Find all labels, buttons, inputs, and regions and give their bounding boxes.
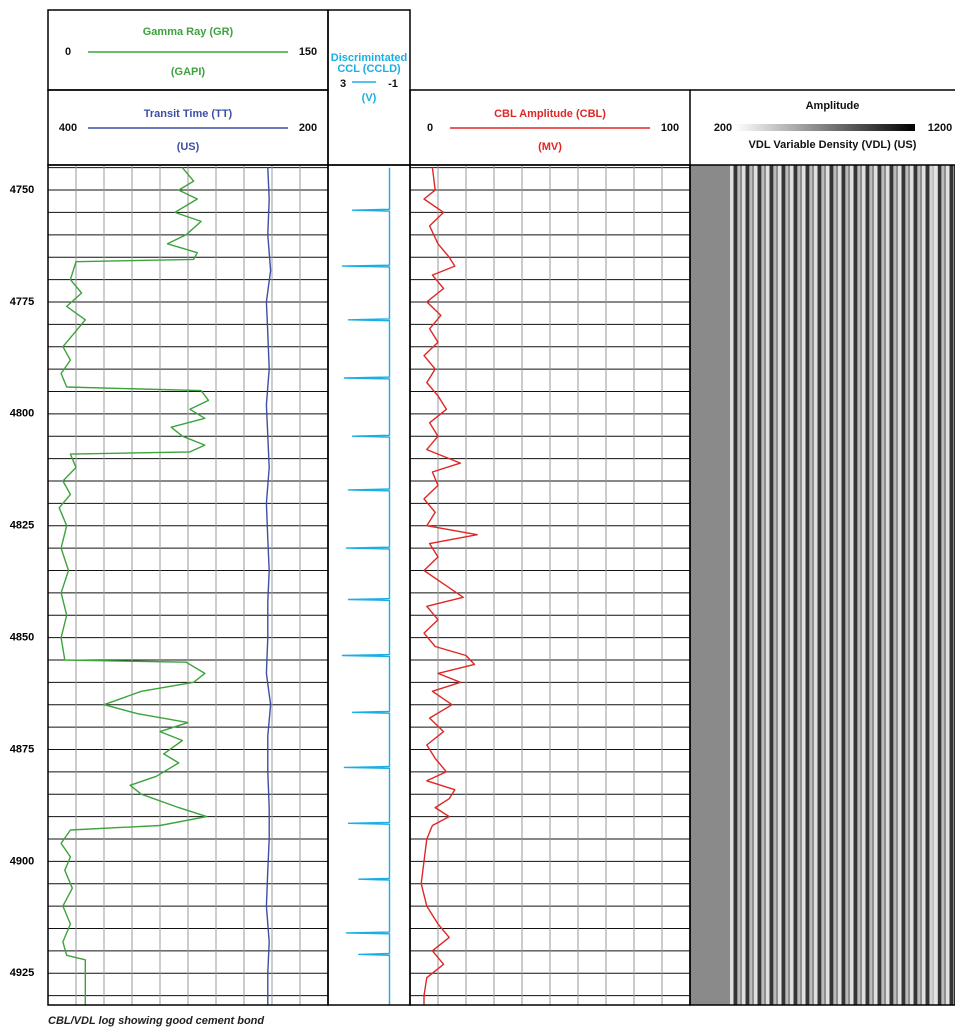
curve-unit: (US) [177, 141, 200, 153]
colorbar-tick-label: 1200 [928, 122, 952, 134]
curve-name: CBL Amplitude (CBL) [494, 108, 606, 120]
curve-unit: (V) [362, 92, 377, 104]
log-curve [342, 168, 389, 1005]
depth-label: 4775 [10, 296, 34, 308]
vdl-band [930, 165, 938, 1005]
curve-scale-label: -1 [388, 78, 398, 90]
curve-scale-label: 100 [661, 122, 679, 134]
well-log: 4750 4775 4800 4825 4850 4875 4900 4925 Gamma Ra… [0, 0, 955, 1030]
depth-label: 4875 [10, 743, 34, 755]
caption: CBL/VDL log showing good cement bond [48, 1015, 264, 1027]
header-box [48, 10, 328, 90]
curve-scale-label: 200 [299, 122, 317, 134]
curve-scale-label: 0 [427, 122, 433, 134]
depth-label: 4750 [10, 184, 34, 196]
log-curve [421, 168, 477, 1005]
vdl-name: VDL Variable Density (VDL) (US) [749, 139, 917, 151]
curve-scale-label: 400 [59, 122, 77, 134]
depth-label: 4850 [10, 631, 34, 643]
vdl-image [730, 165, 955, 1005]
vdl-colorbar [735, 124, 915, 131]
curve-unit: (MV) [538, 141, 562, 153]
depth-label: 4825 [10, 520, 34, 532]
curve-unit: (GAPI) [171, 66, 206, 78]
curve-name: CCL (CCLD) [337, 63, 401, 75]
depth-label: 4900 [10, 855, 34, 867]
colorbar-tick-label: 200 [714, 122, 732, 134]
curve-name: Transit Time (TT) [144, 108, 233, 120]
log-curve [266, 168, 270, 1005]
log-curve [59, 168, 208, 1005]
curve-scale-label: 150 [299, 46, 317, 58]
background-layer [48, 165, 955, 1005]
depth-label: 4925 [10, 967, 34, 979]
curve-name: Gamma Ray (GR) [143, 26, 234, 38]
depth-label: 4800 [10, 408, 34, 420]
curve-scale-label: 0 [65, 46, 71, 58]
vdl-amplitude-title: Amplitude [806, 100, 860, 112]
curve-scale-label: 3 [340, 78, 346, 90]
